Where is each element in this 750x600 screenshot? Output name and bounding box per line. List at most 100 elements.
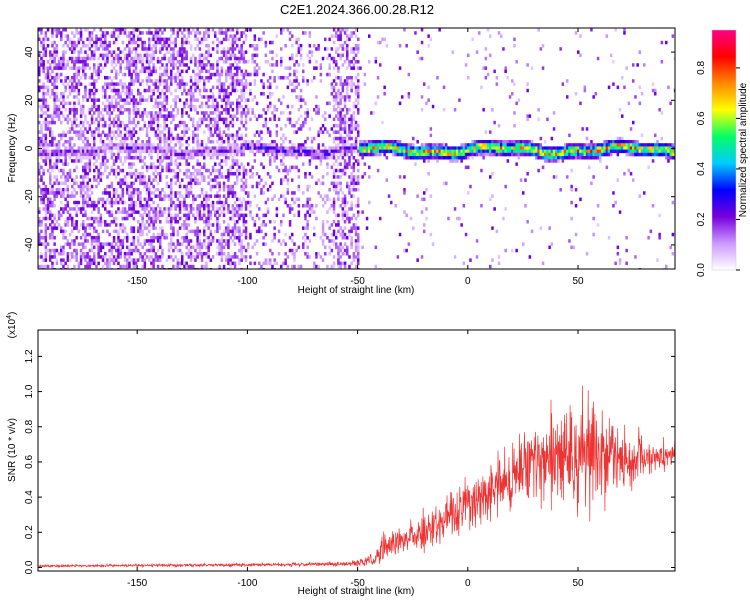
heatmap-cell [108,194,111,198]
heatmap-cell [176,172,180,176]
heatmap-cell [328,133,331,138]
heatmap-cell [90,72,94,77]
heatmap-cell [132,69,136,74]
heatmap-cell [220,56,224,61]
heatmap-cell [64,140,67,144]
heatmap-cell [170,133,173,138]
heatmap-cell [209,232,213,237]
heatmap-cell [299,149,303,154]
heatmap-cell [231,156,235,160]
heatmap-cell [361,245,364,250]
heatmap-cell [284,124,287,128]
heatmap-cell [194,229,197,234]
heatmap-cell [126,152,129,157]
heatmap-cell [302,120,305,125]
heatmap-cell [73,159,76,163]
heatmap-cell [187,242,191,246]
heatmap-cell [328,156,331,160]
heatmap-cell [46,248,50,253]
heatmap-cell [141,223,144,227]
heatmap-cell [299,47,303,51]
heatmap-cell [262,242,265,246]
heatmap-cell [350,194,353,198]
heatmap-cell [302,31,305,35]
heatmap-cell [134,40,138,45]
heatmap-cell [112,229,116,234]
heatmap-cell [112,56,116,61]
heatmap-cell [159,258,162,262]
heatmap-cell [53,28,56,32]
heatmap-cell [335,223,338,227]
heatmap-cell [304,204,307,208]
heatmap-cell [286,168,290,173]
heatmap-cell [183,156,186,160]
heatmap-cell [299,95,303,99]
heatmap-cell [214,127,217,131]
heatmap-cell [159,130,162,134]
heatmap-cell [132,146,136,150]
heatmap-cell [247,242,250,246]
heatmap-cell [244,229,248,234]
heatmap-cell [62,210,65,214]
heatmap-cell [222,50,226,54]
heatmap-cell [293,191,296,195]
heatmap-cell [229,255,232,259]
heatmap-cell [269,261,272,266]
heatmap-cell [288,149,292,154]
heatmap-cell [55,114,59,118]
heatmap-cell [148,40,151,45]
heatmap-cell [222,204,226,208]
heatmap-cell [167,143,171,147]
heatmap-cell [343,194,347,198]
heatmap-cell [110,258,114,262]
heatmap-cell [42,82,45,86]
heatmap-cell [60,258,63,262]
heatmap-cell [214,34,217,38]
heatmap-cell [207,127,210,131]
heatmap-cell [350,114,353,118]
heatmap-cell [236,72,239,77]
heatmap-cell [84,95,87,99]
heatmap-cell [156,88,160,93]
heatmap-cell [302,76,305,80]
heatmap-cell [262,108,265,112]
heatmap-cell [308,50,312,54]
heatmap-cell [209,146,213,150]
heatmap-cell [178,50,182,54]
heatmap-cell [95,44,98,48]
heatmap-cell [205,252,208,256]
heatmap-cell [194,56,197,61]
heatmap-cell [119,120,122,125]
heatmap-cell [207,98,210,102]
heatmap-cell [321,130,325,134]
heatmap-cell [90,50,94,54]
heatmap-cell [319,236,323,240]
heatmap-cell [352,181,356,186]
heatmap-cell [132,133,136,138]
heatmap-cell [242,168,246,173]
heatmap-cell [352,213,356,218]
heatmap-cell [126,188,129,192]
heatmap-cell [174,264,177,269]
heatmap-cell [354,136,358,141]
heatmap-cell [42,168,45,173]
heatmap-cell [123,226,127,230]
heatmap-cell [141,172,144,176]
heatmap-cell [134,261,138,266]
heatmap-cell [159,124,162,128]
heatmap-cell [196,31,199,35]
heatmap-cell [253,220,257,224]
heatmap-cell [128,66,131,70]
heatmap-cell [339,82,342,86]
heatmap-cell [229,76,232,80]
heatmap-cell [150,47,153,51]
heatmap-cell [119,98,122,102]
heatmap-cell [192,133,195,138]
heatmap-cell [253,261,257,266]
heatmap-cell [55,149,59,154]
heatmap-cell [326,197,329,202]
heatmap-cell [332,264,336,269]
heatmap-cell [240,149,243,154]
heatmap-cell [335,232,338,237]
heatmap-cell [75,111,78,115]
